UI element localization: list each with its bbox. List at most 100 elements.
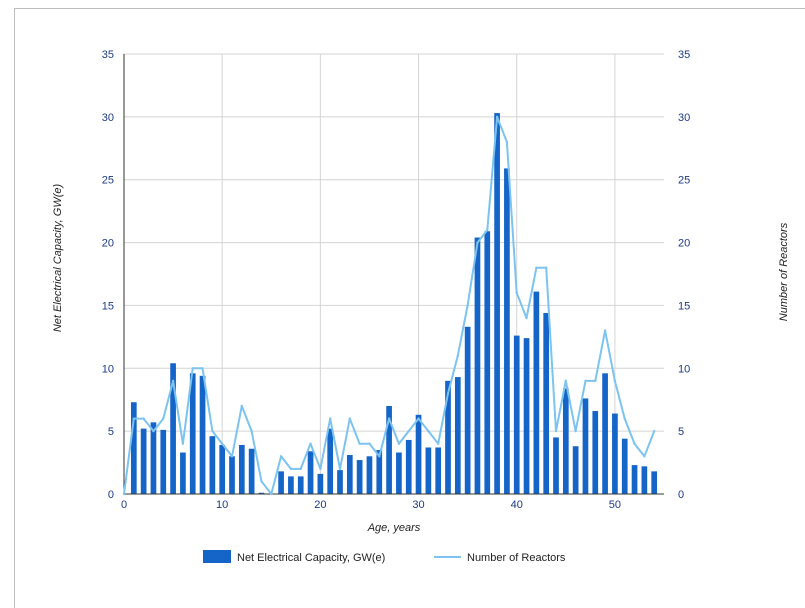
bar — [651, 471, 658, 494]
line-point — [436, 442, 440, 445]
bar — [435, 447, 442, 494]
axes — [123, 54, 664, 495]
y-tick-label-left: 5 — [108, 426, 114, 438]
line-point — [122, 492, 126, 496]
bar — [337, 470, 343, 494]
bar — [170, 363, 176, 494]
line-point — [358, 442, 361, 445]
bar — [415, 414, 422, 494]
line-point — [319, 467, 322, 471]
bar — [199, 375, 206, 494]
line-point — [544, 266, 548, 269]
line-point — [427, 429, 430, 433]
line-point — [584, 379, 587, 383]
bar — [258, 492, 265, 494]
line-point — [613, 379, 617, 383]
y-tick-label-left: 0 — [108, 489, 114, 501]
line-point — [476, 241, 479, 244]
bar — [562, 388, 569, 494]
bar — [180, 452, 186, 494]
line-point — [220, 442, 224, 445]
line-point — [417, 417, 420, 420]
line-point — [378, 455, 381, 458]
bar — [209, 436, 216, 494]
bar — [494, 113, 500, 494]
bar — [396, 452, 402, 494]
y-tick-label-right: 0 — [678, 489, 684, 501]
line-point — [132, 417, 136, 420]
bar — [592, 411, 599, 494]
y-tick-label-left: 20 — [102, 238, 114, 250]
line-point — [270, 492, 273, 496]
bar — [278, 471, 284, 494]
line-point — [407, 429, 410, 433]
bar — [464, 326, 471, 494]
bar — [641, 466, 648, 494]
line-point — [525, 316, 528, 320]
y-tick-label-right: 20 — [678, 238, 690, 250]
bar — [425, 447, 432, 494]
line-point — [368, 442, 371, 445]
line-point — [309, 442, 312, 445]
bar — [238, 444, 245, 494]
bar — [553, 437, 559, 494]
x-tick-label: 0 — [121, 499, 127, 511]
bar — [140, 428, 147, 494]
line-point — [603, 329, 607, 332]
line-point — [152, 429, 155, 433]
line-point — [181, 442, 185, 445]
line-point — [348, 417, 352, 420]
x-tick-label: 20 — [314, 499, 326, 511]
bar — [376, 450, 383, 494]
line-point — [594, 379, 597, 383]
bar — [307, 451, 314, 494]
line-point — [387, 417, 391, 420]
legend: Net Electrical Capacity, GW(e) Number of… — [203, 550, 566, 564]
y-tick-label-left: 35 — [102, 49, 114, 61]
bar — [327, 428, 334, 494]
bar — [130, 402, 137, 494]
bar-series — [130, 113, 658, 495]
x-axis-title: Age, years — [367, 522, 421, 534]
line-point — [328, 417, 332, 420]
y-tick-label-right: 10 — [678, 363, 690, 375]
line-point — [211, 429, 214, 433]
line-point — [171, 379, 175, 383]
legend-line-label: Number of Reactors — [467, 552, 566, 564]
line-point — [240, 404, 244, 408]
line-point — [623, 417, 626, 420]
line-point — [486, 228, 489, 232]
bar — [543, 312, 550, 494]
bar — [582, 398, 589, 494]
line-point — [456, 354, 460, 357]
line-point — [201, 367, 204, 370]
y-tick-label-right: 5 — [678, 426, 684, 438]
line-point — [535, 266, 538, 269]
line-point — [446, 392, 450, 395]
line-point — [505, 140, 509, 144]
line-point — [299, 467, 302, 471]
y-tick-label-right: 15 — [678, 300, 690, 312]
bar — [297, 476, 304, 494]
bar — [572, 446, 579, 494]
x-tick-label: 30 — [412, 499, 424, 511]
bar — [346, 455, 353, 494]
line-point — [191, 367, 194, 370]
line-point — [574, 429, 577, 433]
bar — [484, 231, 491, 494]
y-tick-label-left: 15 — [102, 300, 114, 312]
legend-bar-swatch — [203, 550, 231, 563]
line-point — [495, 115, 499, 119]
line-point — [250, 429, 253, 433]
line-point — [338, 467, 342, 471]
line-point — [652, 429, 656, 433]
line-point — [397, 442, 401, 445]
y-axis-left-title: Net Electrical Capacity, GW(e) — [52, 183, 64, 332]
chart-frame — [14, 8, 805, 608]
y-tick-label-right: 25 — [678, 175, 690, 187]
legend-bar-label: Net Electrical Capacity, GW(e) — [237, 552, 385, 564]
y-tick-label-right: 30 — [678, 112, 690, 124]
y-tick-label-left: 10 — [102, 363, 114, 375]
bar — [317, 473, 324, 494]
y-tick-label-left: 30 — [102, 112, 114, 124]
